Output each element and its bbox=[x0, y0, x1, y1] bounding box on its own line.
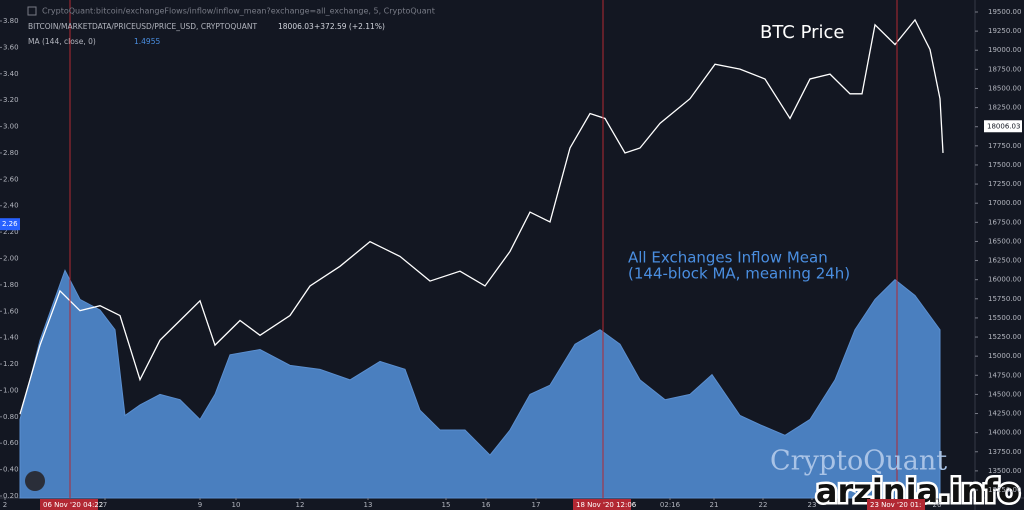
y-tick-label: 0.20 bbox=[3, 492, 19, 500]
y2-tick-label: 18750.00 bbox=[988, 65, 1021, 73]
y-tick-label: 2.00 bbox=[3, 255, 19, 263]
value-box bbox=[0, 218, 20, 231]
y2-tick-label: 16250.00 bbox=[988, 257, 1021, 265]
y-tick-label: 3.20 bbox=[3, 96, 19, 104]
marker-label: 23 Nov '20 01: bbox=[870, 501, 921, 509]
symbol-label: BITCOIN/MARKETDATA/PRICEUSD/PRICE_USD, C… bbox=[28, 22, 258, 31]
y2-tick-label: 14500.00 bbox=[988, 390, 1021, 398]
x-tick-label: 10 bbox=[232, 501, 241, 509]
y2-tick-label: 15000.00 bbox=[988, 352, 1021, 360]
last-price: 18006.03 bbox=[278, 22, 314, 31]
y2-tick-label: 14000.00 bbox=[988, 429, 1021, 437]
marker-label: 18 Nov '20 12:06 bbox=[576, 501, 637, 509]
y2-tick-label: 13500.00 bbox=[988, 467, 1021, 475]
marker-box bbox=[40, 499, 98, 510]
y-tick-label: 2.20 bbox=[3, 228, 19, 236]
y-tick-label: 2.40 bbox=[3, 202, 19, 210]
source-label: CryptoQuant:bitcoin/exchangeFlows/inflow… bbox=[42, 7, 435, 16]
y2-tick-label: 13250.00 bbox=[988, 486, 1021, 494]
y2-tick-label: 15500.00 bbox=[988, 314, 1021, 322]
x-tick-label: 21 bbox=[710, 501, 719, 509]
y-tick-label: 0.40 bbox=[3, 466, 19, 474]
y-tick-label: 2.60 bbox=[3, 175, 19, 183]
marker-box bbox=[573, 499, 631, 510]
y2-tick-label: 17750.00 bbox=[988, 142, 1021, 150]
plot bbox=[19, 0, 944, 499]
y2-tick-label: 17250.00 bbox=[988, 180, 1021, 188]
x-tick-label: 17 bbox=[532, 501, 541, 509]
y-tick-label: 3.40 bbox=[3, 70, 19, 78]
y2-tick-label: 14250.00 bbox=[988, 410, 1021, 418]
logo-button[interactable] bbox=[25, 471, 45, 491]
annotation: (144-block MA, meaning 24h) bbox=[628, 265, 850, 283]
y-tick-label: 3.80 bbox=[3, 17, 19, 25]
x-tick-label: 7 bbox=[103, 501, 107, 509]
marker-label: 06 Nov '20 04:22 bbox=[43, 501, 103, 509]
x-tick-label: 02:16 bbox=[660, 501, 681, 509]
x-tick-label: 2 bbox=[3, 501, 7, 509]
y2-tick-label: 15250.00 bbox=[988, 333, 1021, 341]
y-tick-label: 3.60 bbox=[3, 43, 19, 51]
y2-tick-label: 15750.00 bbox=[988, 295, 1021, 303]
collapse-icon[interactable] bbox=[27, 6, 37, 16]
x-tick-label: 16 bbox=[482, 501, 491, 509]
y2-tick-label: 16500.00 bbox=[988, 237, 1021, 245]
y2-tick-label: 17500.00 bbox=[988, 161, 1021, 169]
y2-tick-label: 16000.00 bbox=[988, 276, 1021, 284]
y-tick-label: 0.60 bbox=[3, 439, 19, 447]
price-line bbox=[19, 18, 944, 415]
x-tick-label: 15 bbox=[442, 501, 451, 509]
y-tick-label: 1.00 bbox=[3, 386, 19, 394]
inflow-area bbox=[19, 269, 941, 499]
price-box-label: 18006.03 bbox=[987, 122, 1020, 130]
marker-box bbox=[867, 499, 925, 510]
y-tick-label: 1.40 bbox=[3, 334, 19, 342]
watermark: CryptoQuant bbox=[770, 446, 947, 477]
x-tick-label: 12 bbox=[296, 501, 305, 509]
y-tick-label: 1.80 bbox=[3, 281, 19, 289]
x-tick-label: 23 bbox=[808, 501, 817, 509]
y2-tick-label: 16750.00 bbox=[988, 218, 1021, 226]
y2-tick-label: 19500.00 bbox=[988, 8, 1021, 16]
y-tick-label: 3.00 bbox=[3, 123, 19, 131]
x-tick-label: 22 bbox=[759, 501, 768, 509]
y2-tick-label: 19000.00 bbox=[988, 46, 1021, 54]
indicator-value: 1.4955 bbox=[134, 37, 160, 46]
y2-tick-label: 14750.00 bbox=[988, 371, 1021, 379]
y-tick-label: 0.80 bbox=[3, 413, 19, 421]
y2-tick-label: 17000.00 bbox=[988, 199, 1021, 207]
price-change: +372.59 (+2.11%) bbox=[314, 22, 385, 31]
y2-tick-label: 18250.00 bbox=[988, 104, 1021, 112]
y-tick-label: 1.60 bbox=[3, 307, 19, 315]
y-tick-label: 2.80 bbox=[3, 149, 19, 157]
y2-tick-label: 19250.00 bbox=[988, 27, 1021, 35]
x-tick-label: 26 bbox=[933, 501, 942, 509]
y2-tick-label: 13750.00 bbox=[988, 448, 1021, 456]
price-box bbox=[984, 120, 1022, 133]
y2-tick-label: 18500.00 bbox=[988, 84, 1021, 92]
annotation: All Exchanges Inflow Mean bbox=[628, 249, 828, 267]
x-tick-label: 9 bbox=[198, 501, 202, 509]
indicator-label: MA (144, close, 0) bbox=[28, 37, 96, 46]
y-tick-label: 1.20 bbox=[3, 360, 19, 368]
annotation: BTC Price bbox=[760, 22, 845, 43]
value-box-label: 2.26 bbox=[2, 220, 18, 228]
x-tick-label: 13 bbox=[364, 501, 373, 509]
